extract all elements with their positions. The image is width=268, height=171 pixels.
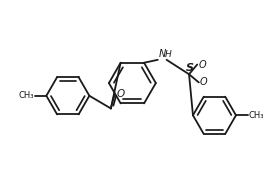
Text: O: O [198,60,206,70]
Text: CH₃: CH₃ [249,111,264,120]
Text: O: O [116,89,124,99]
Text: S: S [186,63,194,73]
Text: CH₃: CH₃ [18,91,34,100]
Text: N: N [159,49,166,59]
Text: O: O [200,77,207,87]
Text: H: H [165,50,171,59]
